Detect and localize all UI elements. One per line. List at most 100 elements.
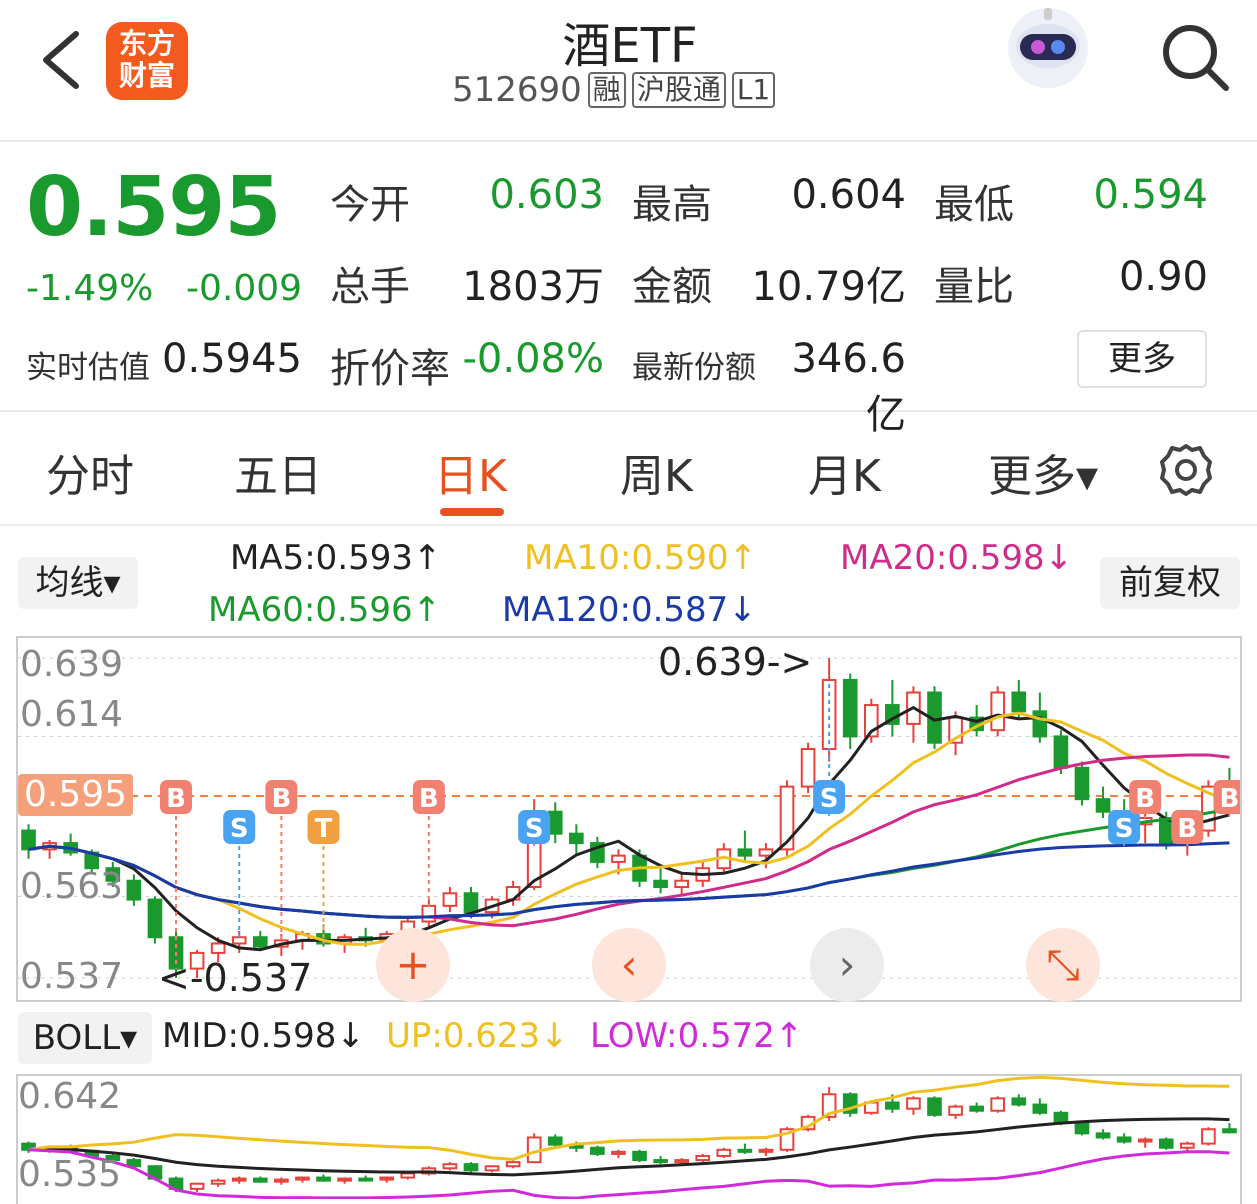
boll-candle-body [316,1176,331,1182]
boll-candle-body [906,1097,921,1110]
min-price-annotation: <-0.537 [158,956,313,1000]
zoom-in-button[interactable]: + [376,928,450,1002]
boll-candle-body [379,1176,395,1181]
signal-label: S [230,814,249,844]
ma120-line [28,841,1230,919]
tab-daily-k[interactable]: 日K [434,451,507,502]
next-button[interactable]: › [810,928,884,1002]
tab-five-day[interactable]: 五日 [234,451,322,502]
candle-body [147,898,163,939]
candle-body [990,691,1006,732]
amount-label: 金额 [632,264,712,310]
candle-body [547,810,563,835]
boll-candle-body [758,1148,774,1153]
boll-candle-body [590,1146,605,1155]
boll-candle-body [358,1177,373,1182]
candle-body [842,678,858,738]
low-label: 最低 [934,182,1014,228]
open-label: 今开 [330,182,410,228]
boll-candle-body [611,1150,626,1155]
signal-badge[interactable] [518,810,551,844]
signal-label: S [1115,814,1134,844]
candle-body [210,942,226,954]
candle-body [674,879,689,889]
ma10-line [28,711,1231,946]
signal-badge[interactable] [307,810,340,844]
boll-mid-line [28,1117,1230,1177]
boll-candle-body [948,1105,963,1116]
signal-label: B [1220,784,1240,814]
ma120-value: MA120:0.587↓ [502,590,757,630]
signal-badge[interactable] [1129,780,1162,814]
discount-value: -0.08% [462,336,604,382]
signal-badge[interactable] [412,780,445,814]
quote-panel [0,144,1257,412]
more-quote-button[interactable]: 更多 [1077,330,1207,388]
boll-candle-body [1201,1128,1216,1145]
gear-icon[interactable] [1156,440,1216,500]
robot-assistant-icon[interactable] [1000,4,1096,94]
prev-button[interactable]: ‹ [592,928,666,1002]
signal-label: B [1177,814,1197,844]
boll-candle-body [547,1136,563,1146]
signal-badge[interactable] [1171,810,1204,844]
boll-candle-body [990,1097,1006,1112]
boll-up-line [28,1076,1230,1161]
open-value: 0.603 [489,172,604,218]
indicator-selector-ma[interactable]: 均线▾ [18,557,138,609]
back-arrow-icon[interactable] [38,30,84,90]
signal-label: T [315,814,333,844]
signal-badge[interactable] [813,780,846,814]
security-code-line: 512690 融 沪股通 L1 [452,70,776,110]
ma5-line [28,705,1230,952]
boll-plot[interactable] [18,1076,1240,1199]
boll-candle-body [674,1159,689,1164]
candle-body [758,848,774,857]
boll-candle-body [189,1182,205,1190]
boll-candle-body [442,1163,458,1170]
boll-candle-body [1116,1136,1132,1143]
indicator-selector-boll[interactable]: BOLL▾ [18,1012,152,1064]
candle-body [189,951,205,970]
candle-body [821,678,837,750]
boll-candle-body [274,1178,289,1183]
boll-candle-body [1095,1132,1111,1139]
tag-level: L1 [731,72,776,108]
last-price: 0.595 [26,160,281,255]
high-value: 0.604 [791,172,906,218]
ma10-value: MA10:0.590↑ [524,538,758,578]
tab-more[interactable]: 更多▾ [988,451,1099,502]
signal-badge[interactable] [265,780,298,814]
change-percent: -1.49% [26,268,154,309]
adjust-mode-button[interactable]: 前复权 [1100,557,1240,609]
boll-candle-body [1222,1128,1237,1134]
signal-badge[interactable] [1108,810,1141,844]
tab-weekly-k[interactable]: 周K [620,451,693,502]
current-price-label: 0.595 [18,774,134,816]
boll-candle-body [927,1097,942,1116]
signal-badge[interactable] [1213,780,1240,814]
search-icon[interactable] [1160,22,1230,92]
boll-candle-body [969,1105,984,1112]
boll-candle-body [105,1154,121,1162]
signal-badge[interactable] [160,780,193,814]
boll-candle-body [505,1161,521,1168]
boll-candle-body [1011,1097,1027,1106]
candle-body [1011,691,1027,713]
boll-chart[interactable] [16,1074,1242,1204]
shrink-button[interactable]: ⤡ [1026,928,1100,1002]
boll-candle-body [252,1177,268,1183]
tag-margin: 融 [587,72,626,108]
shares-value: 346.6亿 [791,336,906,438]
boll-candle-body [737,1148,753,1153]
signal-label: S [820,784,839,814]
tab-monthly-k[interactable]: 月K [808,451,881,502]
tab-intraday[interactable]: 分时 [46,451,134,502]
signal-badge[interactable] [223,810,256,844]
boll-candle-body [716,1148,732,1157]
volume-label: 总手 [330,264,410,310]
boll-candle-body [885,1101,900,1110]
candle-body [442,892,458,907]
period-tabs [0,414,1257,526]
